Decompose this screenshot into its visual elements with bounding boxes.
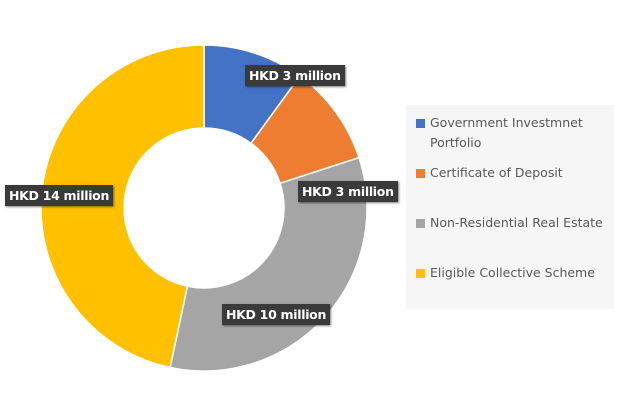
legend-swatch	[416, 269, 425, 278]
legend-swatch	[416, 219, 425, 228]
data-label: HKD 3 million	[245, 65, 345, 86]
data-label: HKD 3 million	[298, 181, 398, 202]
data-label: HKD 10 million	[222, 304, 331, 325]
legend-item-non-residential-real-estate: Non-Residential Real Estate	[416, 213, 611, 233]
slice-eligible-collective-scheme	[40, 44, 205, 369]
legend: Government Investmnet Portfolio Certific…	[406, 105, 614, 309]
legend-label: Certificate of Deposit	[430, 165, 563, 180]
legend-label: Non-Residential Real Estate	[430, 215, 603, 230]
legend-item-government-investment-portfolio: Government Investmnet Portfolio	[416, 113, 611, 153]
legend-item-eligible-collective-scheme: Eligible Collective Scheme	[416, 263, 611, 283]
legend-label: Eligible Collective Scheme	[430, 265, 595, 280]
legend-swatch	[416, 119, 425, 128]
legend-label: Government Investmnet Portfolio	[430, 115, 583, 150]
legend-swatch	[416, 169, 425, 178]
data-label: HKD 14 million	[5, 185, 114, 206]
legend-item-certificate-of-deposit: Certificate of Deposit	[416, 163, 611, 183]
